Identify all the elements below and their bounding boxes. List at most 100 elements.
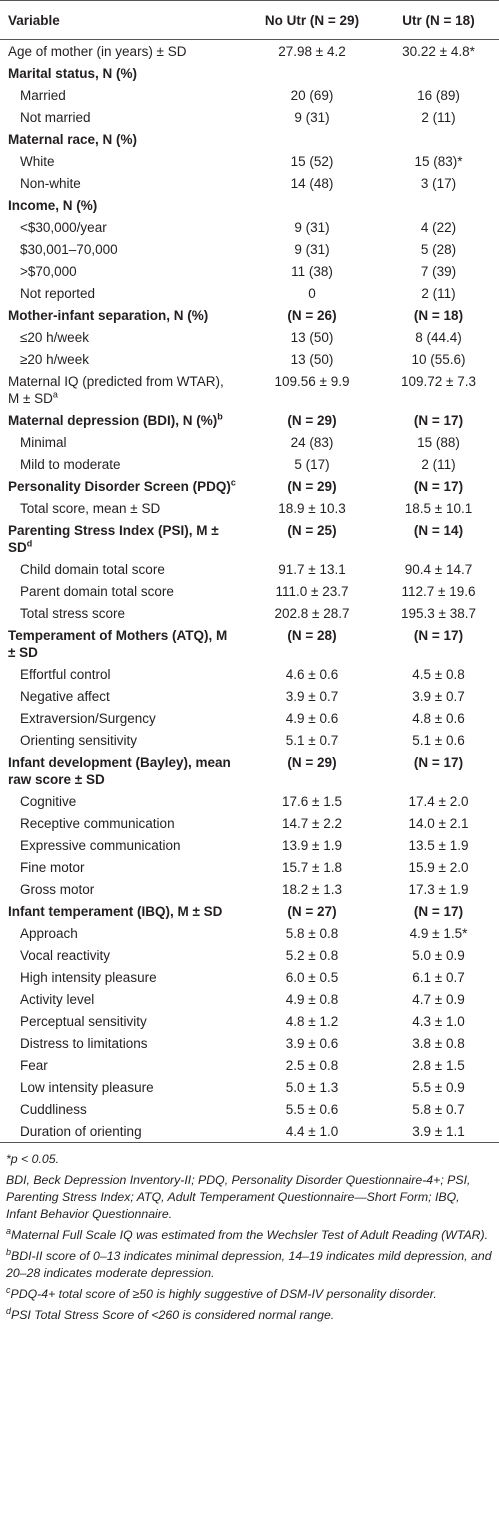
row-label: Gross motor	[20, 881, 95, 897]
utr-value: 4.8 ± 0.6	[412, 710, 465, 726]
value-cell: 5.0 ± 1.3	[246, 1076, 378, 1098]
value-cell: (N = 25)	[246, 519, 378, 558]
row-label: Age of mother (in years) ± SD	[8, 43, 187, 59]
utr-value: (N = 17)	[413, 627, 464, 643]
value-cell: (N = 17)	[378, 475, 499, 497]
label-cell: Fear	[0, 1054, 246, 1076]
value-cell: 9 (31)	[246, 238, 378, 260]
header-cell: Variable	[8, 12, 60, 28]
footnote: *p < 0.05.	[6, 1151, 493, 1168]
row-label: Not reported	[20, 285, 96, 301]
value-cell: 91.7 ± 13.1	[246, 558, 378, 580]
value-cell: 109.56 ± 9.9	[246, 370, 378, 409]
value-cell: 202.8 ± 28.7	[246, 602, 378, 624]
footnote-text: BDI-II score of 0–13 indicates minimal d…	[6, 1249, 492, 1280]
label-cell: Negative affect	[0, 685, 246, 707]
value-cell: 3.9 ± 0.6	[246, 1032, 378, 1054]
utr-value: 15 (88)	[417, 434, 460, 450]
table-row: Total stress score 202.8 ± 28.7 195.3 ± 38…	[0, 602, 499, 624]
no-utr-value: (N = 28)	[287, 627, 337, 643]
value-cell: 2.8 ± 1.5	[378, 1054, 499, 1076]
no-utr-value: 4.4 ± 1.0	[285, 1123, 339, 1139]
table-row: Maternal IQ (predicted from WTAR), M ± S…	[0, 370, 499, 409]
table-row: Fine motor 15.7 ± 1.8 15.9 ± 2.0	[0, 856, 499, 878]
value-cell: (N = 17)	[378, 751, 499, 790]
no-utr-value: 13 (50)	[290, 351, 334, 367]
value-cell: (N = 14)	[378, 519, 499, 558]
row-label: Maternal depression (BDI), N (%)	[8, 412, 218, 428]
table-row: Child domain total score 91.7 ± 13.1 90.4 …	[0, 558, 499, 580]
row-label: Extraversion/Surgency	[20, 710, 156, 726]
no-utr-value: 5 (17)	[294, 456, 330, 472]
no-utr-value: 6.0 ± 0.5	[285, 969, 339, 985]
no-utr-value: 9 (31)	[294, 241, 330, 257]
value-cell	[246, 128, 378, 150]
row-label: Cognitive	[20, 793, 77, 809]
label-cell: Cuddliness	[0, 1098, 246, 1120]
value-cell: 7 (39)	[378, 260, 499, 282]
value-cell: 5.5 ± 0.6	[246, 1098, 378, 1120]
label-cell: Infant development (Bayley), mean raw sc…	[0, 751, 246, 790]
label-cell: Approach	[0, 922, 246, 944]
value-cell: 5.8 ± 0.8	[246, 922, 378, 944]
value-cell: 4.3 ± 1.0	[378, 1010, 499, 1032]
utr-value: 4.9 ± 1.5*	[409, 925, 468, 941]
no-utr-value: 3.9 ± 0.7	[285, 688, 339, 704]
no-utr-value: 11 (38)	[291, 263, 333, 279]
value-cell: 16 (89)	[378, 84, 499, 106]
label-cell: Maternal IQ (predicted from WTAR), M ± S…	[0, 370, 246, 409]
value-cell: 5.5 ± 0.9	[378, 1076, 499, 1098]
no-utr-value: 5.8 ± 0.8	[285, 925, 339, 941]
label-cell: ≤20 h/week	[0, 326, 246, 348]
utr-value: 4.7 ± 0.9	[412, 991, 465, 1007]
footnote-text: PSI Total Stress Score of <260 is consid…	[11, 1308, 335, 1322]
no-utr-value: (N = 26)	[287, 307, 337, 323]
table-row: ≥20 h/week 13 (50) 10 (55.6)	[0, 348, 499, 370]
row-label: Activity level	[20, 991, 95, 1007]
value-cell: 18.5 ± 10.1	[378, 497, 499, 519]
utr-value: 15.9 ± 2.0	[408, 859, 469, 875]
table-body: Age of mother (in years) ± SD 27.98 ± 4.2…	[0, 40, 499, 1143]
footnote-marker: c	[6, 1284, 11, 1295]
utr-value: 2.8 ± 1.5	[412, 1057, 465, 1073]
row-label: Perceptual sensitivity	[20, 1013, 147, 1029]
table-row: Not reported 0 2 (11)	[0, 282, 499, 304]
row-label: Infant development (Bayley), mean raw sc…	[8, 754, 231, 787]
table-row: Negative affect 3.9 ± 0.7 3.9 ± 0.7	[0, 685, 499, 707]
utr-value: 2 (11)	[421, 285, 456, 301]
value-cell: 109.72 ± 7.3	[378, 370, 499, 409]
table-row: Fear 2.5 ± 0.8 2.8 ± 1.5	[0, 1054, 499, 1076]
value-cell: 27.98 ± 4.2	[246, 40, 378, 63]
no-utr-value: 109.56 ± 9.9	[274, 373, 350, 389]
value-cell	[246, 62, 378, 84]
footnote-marker: c	[230, 477, 236, 487]
value-cell: 112.7 ± 19.6	[378, 580, 499, 602]
utr-value: 5 (28)	[420, 241, 457, 257]
footnote-marker: a	[6, 1225, 12, 1236]
utr-value: 13.5 ± 1.9	[408, 837, 469, 853]
value-cell: 5.1 ± 0.7	[246, 729, 378, 751]
row-label: Mother-infant separation, N (%)	[8, 307, 209, 323]
table-row: Infant temperament (IBQ), M ± SD (N = 27)…	[0, 900, 499, 922]
value-cell: 5.8 ± 0.7	[378, 1098, 499, 1120]
utr-value: 8 (44.4)	[415, 329, 462, 345]
value-cell: 9 (31)	[246, 106, 378, 128]
label-cell: Fine motor	[0, 856, 246, 878]
table-row: Gross motor 18.2 ± 1.3 17.3 ± 1.9	[0, 878, 499, 900]
no-utr-value: 2.5 ± 0.8	[285, 1057, 339, 1073]
value-cell: 6.0 ± 0.5	[246, 966, 378, 988]
table-row: $30,001–70,000 9 (31) 5 (28)	[0, 238, 499, 260]
label-cell: Mother-infant separation, N (%)	[0, 304, 246, 326]
row-label: White	[20, 153, 55, 169]
table-header: Variable No Utr (N = 29) Utr (N = 18)	[0, 0, 499, 40]
value-cell: 24 (83)	[246, 431, 378, 453]
value-cell: 4.7 ± 0.9	[378, 988, 499, 1010]
table-row: White 15 (52) 15 (83)*	[0, 150, 499, 172]
row-label: Parent domain total score	[20, 583, 174, 599]
no-utr-value: 3.9 ± 0.6	[285, 1035, 339, 1051]
no-utr-value: (N = 27)	[287, 903, 337, 919]
utr-value: 2 (11)	[421, 456, 456, 472]
label-cell: Gross motor	[0, 878, 246, 900]
value-cell: 3.9 ± 1.1	[378, 1120, 499, 1143]
